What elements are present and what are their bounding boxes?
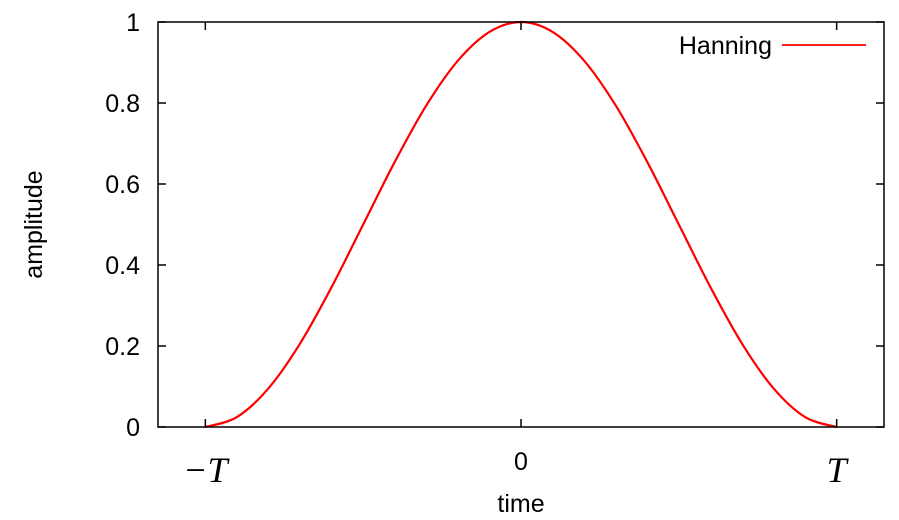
series-line-0 [204,20,838,429]
y-axis-title: amplitude [20,170,48,278]
legend: Hanning [679,32,866,60]
x-tick-label: −T [183,450,230,490]
x-axis-title: time [497,490,544,518]
x-tick-label: T [827,450,850,490]
x-tick-label: 0 [514,448,528,476]
plot-frame [157,21,885,428]
y-tick-label: 0.4 [105,252,140,280]
plot-area [204,20,838,429]
y-tick-label: 0.2 [105,333,140,361]
y-tick-label: 0.6 [105,171,140,199]
axis-labels: 0 0.2 0.4 0.6 0.8 1 −T 0 T [105,9,849,490]
y-tick-label: 1 [126,9,140,37]
y-tick-label: 0.8 [105,90,140,118]
legend-label: Hanning [679,32,772,60]
axis-ticks [158,21,884,428]
y-tick-label: 0 [126,414,140,442]
